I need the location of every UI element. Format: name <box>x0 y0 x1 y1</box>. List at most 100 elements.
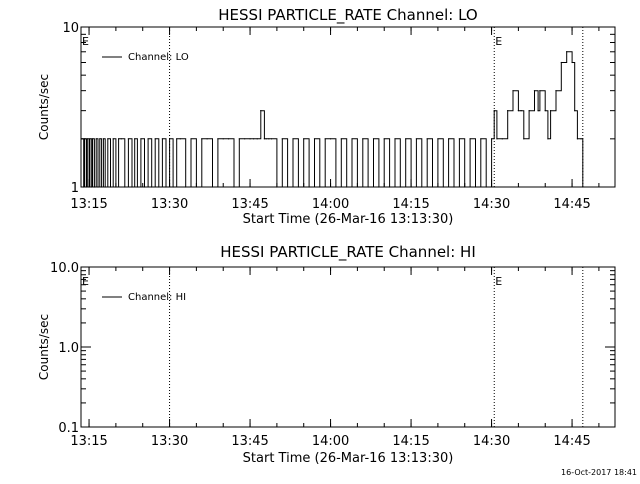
data-point <box>115 186 117 188</box>
data-point <box>533 90 536 92</box>
data-point <box>151 186 153 188</box>
y-axis-label: Counts/sec <box>37 74 51 140</box>
data-point <box>580 138 582 140</box>
data-point <box>292 138 294 140</box>
data-point <box>95 138 97 140</box>
data-point <box>256 138 258 140</box>
data-point <box>501 138 503 140</box>
data-point <box>469 138 471 140</box>
data-point <box>263 138 265 140</box>
legend-label: Channel: LO <box>128 52 189 63</box>
data-point <box>93 186 96 188</box>
data-point <box>383 138 385 140</box>
plot-frame <box>80 266 616 428</box>
legend-label: Channel: HI <box>128 292 186 303</box>
data-point <box>415 138 418 140</box>
data-point <box>329 138 332 140</box>
data-point <box>168 138 171 140</box>
data-point <box>222 138 224 140</box>
x-tick-label: 13:15 <box>70 197 107 212</box>
data-point <box>346 186 348 188</box>
data-point <box>394 138 396 140</box>
x-tick-label: 14:45 <box>553 434 590 449</box>
data-point <box>528 110 530 112</box>
data-point <box>83 186 85 188</box>
data-point <box>117 138 120 140</box>
data-point <box>195 186 197 188</box>
data-point <box>297 186 299 188</box>
event-marker-label: E <box>495 275 502 288</box>
data-point <box>201 138 203 140</box>
data-point <box>281 138 283 140</box>
series-line <box>81 51 584 188</box>
data-point <box>172 186 174 188</box>
data-point <box>448 138 450 140</box>
data-point <box>405 138 407 140</box>
data-point <box>287 186 289 188</box>
x-tick-label: 14:15 <box>392 434 429 449</box>
event-marker-label: E <box>82 275 89 288</box>
data-point <box>410 186 412 188</box>
x-tick-label: 13:45 <box>231 197 268 212</box>
hi-channel-panel: HESSI PARTICLE_RATE Channel: HI 13:15 13:3… <box>37 243 616 466</box>
data-point <box>340 138 342 140</box>
footer-timestamp: 16-Oct-2017 18:41 <box>561 468 637 477</box>
data-point <box>388 186 391 188</box>
data-point <box>378 186 380 188</box>
data-point <box>319 186 321 188</box>
data-point <box>143 186 146 188</box>
data-point <box>85 186 87 188</box>
data-point <box>176 138 178 140</box>
data-point <box>539 90 541 92</box>
x-tick-label: 14:30 <box>473 197 510 212</box>
data-point <box>81 138 83 140</box>
data-point <box>276 186 278 188</box>
data-point <box>442 186 444 188</box>
data-point <box>335 186 337 188</box>
x-tick-label: 13:45 <box>231 434 268 449</box>
data-point <box>485 186 487 188</box>
data-point <box>86 138 88 140</box>
data-point <box>493 110 495 112</box>
data-point <box>574 110 576 112</box>
data-point <box>107 138 109 140</box>
data-point <box>97 186 99 188</box>
data-point <box>253 138 255 140</box>
x-tick-label: 14:00 <box>312 434 349 449</box>
x-tick-label: 13:30 <box>151 197 188 212</box>
data-point <box>104 186 106 188</box>
data-point <box>268 138 270 140</box>
x-tick-label: 14:45 <box>553 197 590 212</box>
data-point <box>313 138 316 140</box>
data-point <box>206 138 208 140</box>
y-axis-label: Counts/sec <box>37 314 51 380</box>
data-point <box>265 138 267 140</box>
data-point <box>91 186 93 188</box>
data-point <box>134 138 136 140</box>
lo-channel-panel: HESSI PARTICLE_RATE Channel: LO 13:15 13:3… <box>37 6 616 227</box>
data-point <box>367 186 369 188</box>
event-marker-label: E <box>82 35 89 48</box>
data-point <box>211 186 214 188</box>
data-point <box>537 110 539 112</box>
event-marker-label: E <box>495 35 502 48</box>
data-point <box>362 138 364 140</box>
data-point <box>474 186 477 188</box>
data-point <box>102 138 104 140</box>
x-axis-label: Start Time (26-Mar-16 13:13:30) <box>243 451 454 466</box>
data-point <box>566 51 568 53</box>
data-point <box>190 138 192 140</box>
data-point <box>464 186 466 188</box>
data-point <box>517 110 519 112</box>
data-point <box>136 186 138 188</box>
data-point <box>260 110 262 112</box>
data-point <box>127 138 130 140</box>
data-point <box>426 138 428 140</box>
data-point <box>100 186 103 188</box>
data-point <box>140 138 142 140</box>
data-point <box>437 138 439 140</box>
data-point <box>351 138 353 140</box>
data-point <box>372 138 375 140</box>
data-point <box>356 186 358 188</box>
